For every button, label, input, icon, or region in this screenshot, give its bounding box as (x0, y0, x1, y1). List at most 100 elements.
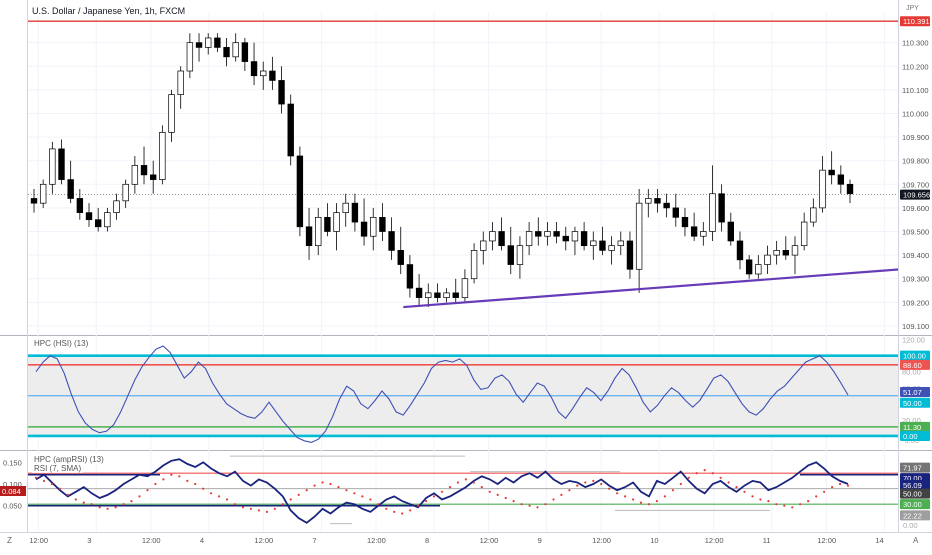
candle-body (342, 202, 349, 213)
candle (709, 165, 716, 241)
amprsi-bottom-label: 0.00 (903, 521, 918, 530)
candle (351, 193, 359, 232)
amprsi-dot (90, 503, 93, 506)
amprsi-dot (233, 503, 237, 506)
candle (379, 203, 386, 241)
candle-body (690, 226, 698, 237)
hsi-level-label-bg (900, 386, 930, 397)
candle-body (94, 219, 102, 228)
candle (470, 243, 478, 284)
candle (507, 226, 514, 274)
candle (315, 207, 322, 256)
amprsi-dot (417, 504, 420, 507)
candle (67, 160, 74, 204)
candle (94, 207, 102, 232)
amprsi-dot (655, 500, 659, 503)
candle-body (315, 216, 322, 247)
candle-body (819, 169, 826, 209)
hsi-level-label: 0.00 (903, 432, 918, 441)
candle-body (76, 198, 84, 213)
candle (232, 33, 239, 62)
amprsi-dot (727, 481, 730, 484)
candle (104, 207, 111, 232)
hsi-legend[interactable]: HPC (HSI) (13) (32, 339, 91, 348)
amprsi-dot (488, 490, 491, 493)
candle-body (755, 264, 762, 275)
rsi-sma-legend[interactable]: RSI (7, SMA) (32, 464, 84, 473)
amprsi-dot (265, 510, 268, 513)
amprsi-dot (82, 501, 85, 504)
candle (690, 212, 698, 241)
candle-body (580, 231, 588, 247)
candle-body (241, 42, 249, 62)
candle-body (434, 292, 441, 298)
candle-body (681, 216, 689, 228)
log-scale-toggle[interactable]: Z (7, 536, 12, 545)
candle (241, 37, 249, 72)
amprsi-dot (218, 495, 221, 498)
candle-body (415, 287, 423, 298)
time-tick-label: 9 (538, 536, 542, 545)
candle (324, 203, 331, 237)
price-tick-label: 109.200 (902, 298, 929, 307)
candle-body (195, 42, 203, 48)
candle (562, 226, 569, 251)
candle-body (406, 264, 414, 289)
candle (140, 146, 148, 185)
amprsi-dot (114, 506, 117, 509)
candle-body (452, 292, 459, 298)
amprsi-level-label-bg (900, 462, 930, 473)
candle (186, 33, 194, 79)
candle-body (791, 245, 799, 256)
candle (168, 89, 175, 142)
candle-body (388, 231, 395, 251)
amprsi-dot (512, 500, 515, 503)
candle-body (39, 183, 47, 204)
candle (30, 189, 38, 213)
amprsi-dot (743, 490, 746, 493)
candle-body (232, 42, 239, 58)
candle-body (764, 254, 771, 265)
auto-scale-toggle[interactable]: A (913, 536, 919, 545)
amprsi-dot (807, 500, 810, 503)
candle (626, 231, 634, 279)
amprsi-level-label: 50.00 (903, 490, 922, 499)
price-tick-label: 109.700 (902, 180, 929, 189)
candle-body (727, 221, 735, 242)
price-tick-label: 110.100 (902, 86, 929, 95)
candle-body (269, 70, 276, 81)
symbol-title[interactable]: U.S. Dollar / Japanese Yen, 1h, FXCM (30, 6, 188, 16)
amprsi-legend[interactable]: HPC (ampRSI) (13) (32, 455, 106, 464)
candle (214, 33, 221, 53)
candle-body (461, 278, 469, 298)
price-tick-label: 110.000 (902, 109, 929, 118)
candle-body (122, 183, 129, 202)
candle-body (498, 231, 505, 247)
candle-body (324, 216, 331, 232)
amprsi-dot (592, 479, 595, 482)
time-tick-label: 11 (763, 536, 771, 545)
amprsi-dot (624, 495, 627, 498)
hsi-line (35, 345, 849, 443)
amprsi-dot (106, 507, 109, 510)
price-tick-label: 110.200 (902, 62, 929, 71)
candle-body (745, 259, 753, 275)
resistance-price-label: 110.391 (903, 17, 930, 26)
amprsi-dot (846, 484, 850, 487)
candle (544, 222, 551, 246)
candle-body (177, 70, 184, 95)
candle-body (810, 207, 817, 223)
amprsi-dot (138, 495, 141, 498)
candle (415, 273, 423, 308)
amprsi-dot (58, 487, 62, 490)
amprsi-dot (353, 492, 356, 495)
candle (177, 66, 184, 109)
amprsi-left-tick-label: 0.100 (3, 480, 22, 489)
candle (113, 193, 120, 220)
candle (718, 184, 725, 232)
amprsi-dot (671, 489, 675, 492)
candle (287, 94, 294, 166)
candle (736, 231, 744, 270)
candle-body (370, 216, 377, 237)
